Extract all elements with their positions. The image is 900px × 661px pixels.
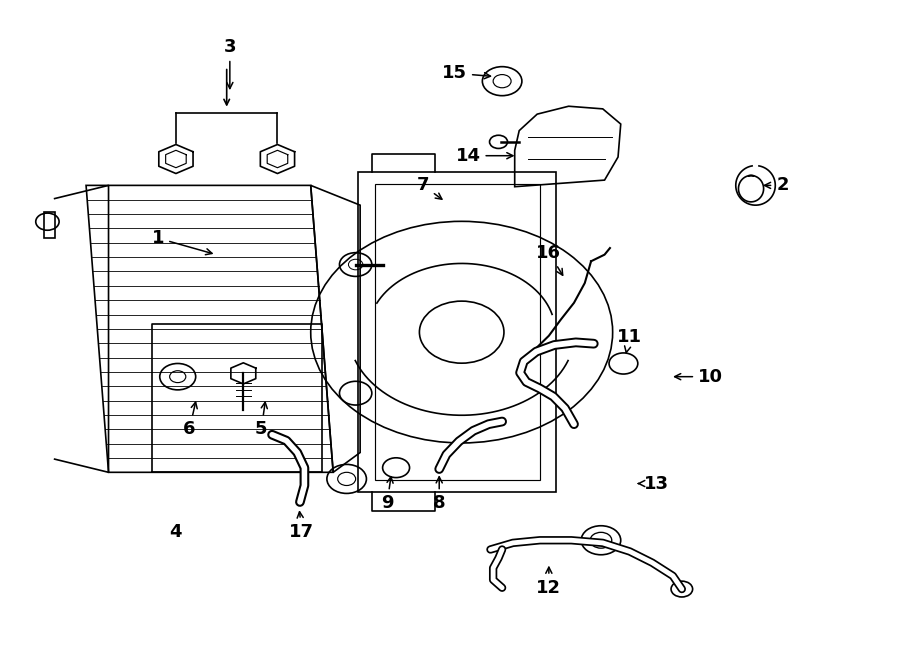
Text: 17: 17	[289, 512, 314, 541]
Text: 12: 12	[536, 567, 562, 597]
Text: 10: 10	[675, 368, 723, 385]
Text: 15: 15	[442, 64, 490, 82]
Text: 14: 14	[455, 147, 513, 165]
Text: 16: 16	[536, 244, 562, 275]
Text: 11: 11	[617, 328, 643, 352]
Text: 13: 13	[638, 475, 670, 492]
Text: 3: 3	[223, 38, 236, 89]
Text: 7: 7	[417, 176, 442, 199]
Text: 1: 1	[152, 229, 212, 254]
Text: 6: 6	[184, 402, 197, 438]
Text: 9: 9	[381, 477, 393, 512]
Text: 8: 8	[433, 477, 446, 512]
Text: 5: 5	[255, 403, 267, 438]
Text: 4: 4	[170, 523, 182, 541]
Text: 2: 2	[764, 176, 788, 194]
